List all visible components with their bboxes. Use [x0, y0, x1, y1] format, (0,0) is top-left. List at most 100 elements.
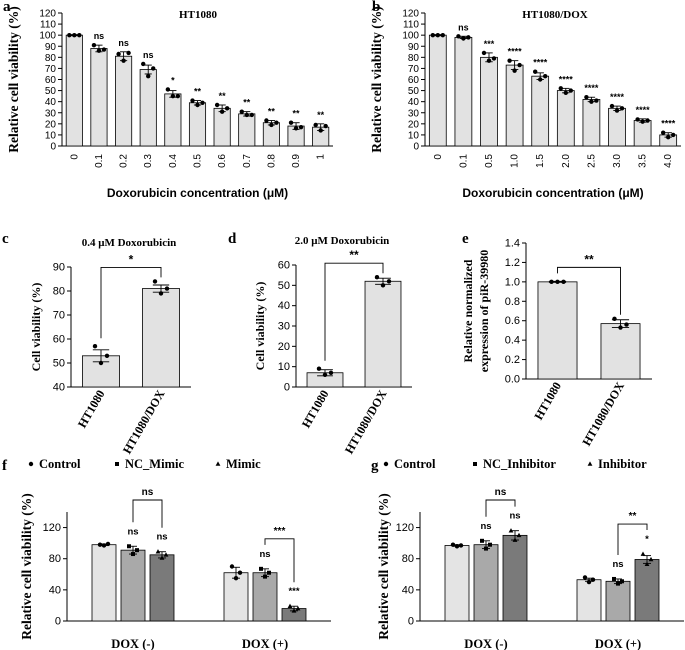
data-point — [648, 556, 654, 562]
x-tick-label: 1.5 — [535, 154, 546, 168]
legend-marker — [28, 461, 34, 467]
y-tick-label: 60 — [408, 75, 420, 86]
significance-label: ** — [194, 87, 202, 97]
data-point — [323, 123, 328, 129]
bar — [139, 69, 157, 147]
chart-title: 2.0 μM Doxorubicin — [295, 235, 390, 247]
data-point — [612, 316, 617, 321]
data-point — [620, 579, 624, 584]
data-point — [614, 108, 620, 113]
bar — [65, 34, 83, 147]
data-point — [322, 372, 328, 377]
data-point — [619, 106, 625, 111]
x-tick-label: 0.9 — [291, 154, 302, 168]
y-tick-label: 0 — [413, 142, 419, 153]
data-point — [229, 564, 235, 569]
data-point — [269, 122, 274, 128]
y-tick-label: 110 — [403, 20, 419, 31]
y-tick-label: 90 — [45, 42, 57, 53]
y-tick-label: 40 — [408, 97, 420, 108]
y-tick-label: 70 — [45, 64, 57, 75]
bar — [364, 280, 402, 388]
legend: Control NC_Mimic Mimic — [28, 457, 261, 471]
x-tick-label: 2.0 — [561, 154, 572, 168]
y-tick-label: 70 — [53, 310, 65, 322]
significance-label: ns — [142, 487, 154, 498]
x-tick-label: HT1080 — [299, 388, 332, 431]
data-point — [380, 283, 386, 288]
panel-c: 40 50 60 70 80 90 Cell viability (%) 0.4 μM Dox… — [29, 237, 191, 456]
data-point — [568, 88, 573, 93]
data-point — [313, 122, 318, 128]
data-point — [67, 32, 72, 38]
y-tick-label: 60 — [278, 260, 290, 272]
data-point — [98, 360, 104, 366]
x-tick-label: HT1080/DOX — [342, 387, 390, 456]
data-point — [291, 608, 297, 613]
data-point — [158, 291, 164, 296]
bar — [582, 99, 601, 147]
y-tick-label: 60 — [45, 75, 57, 86]
data-point — [165, 87, 171, 92]
panel-label-a: a — [3, 0, 11, 15]
data-point — [151, 66, 156, 71]
data-point — [507, 58, 512, 63]
x-tick-label: DOX (+) — [242, 637, 288, 650]
y-tick-label: 120 — [402, 9, 419, 20]
y-tick-label: 20 — [278, 341, 290, 353]
x-tick-label: 0.1 — [458, 154, 469, 168]
bar — [213, 107, 231, 147]
data-point — [219, 109, 225, 114]
data-point — [237, 570, 243, 575]
panel-label-b: b — [372, 0, 380, 15]
y-tick-label: 120 — [39, 9, 56, 20]
bar — [454, 36, 473, 147]
y-tick-label: 0 — [284, 382, 290, 394]
y-tick-label: 80 — [49, 553, 61, 565]
x-tick-label: DOX (+) — [595, 637, 641, 650]
data-point — [295, 605, 301, 611]
significance-label: **** — [610, 92, 625, 102]
data-point — [484, 546, 488, 551]
x-tick-label: 4.0 — [663, 154, 674, 168]
data-point — [214, 102, 220, 108]
data-point — [77, 32, 82, 38]
data-point — [624, 322, 629, 327]
y-tick-label: 80 — [45, 53, 57, 64]
x-tick-label: HT1080/DOX — [120, 387, 168, 456]
data-point — [126, 50, 131, 56]
significance-label: **** — [661, 119, 676, 129]
x-tick-label: 3.5 — [638, 154, 649, 168]
y-tick-label: 120 — [396, 522, 414, 534]
y-tick-label: 50 — [53, 358, 65, 370]
x-tick-label: 0.5 — [193, 154, 204, 168]
bar — [238, 113, 256, 147]
data-point — [590, 577, 596, 582]
legend-marker — [115, 462, 119, 466]
legend-marker — [473, 462, 477, 466]
data-point — [516, 532, 522, 538]
y-tick-label: 100 — [402, 31, 419, 42]
significance-label: ns — [156, 532, 167, 543]
panel-e: 0.0 0.2 0.4 0.6 0.8 1.0 1.2 1.4 Relative normali… — [461, 238, 652, 448]
data-point — [163, 552, 169, 557]
data-point — [481, 50, 487, 56]
data-point — [127, 544, 131, 549]
data-point — [508, 528, 514, 533]
x-tick-label: 0 — [433, 154, 444, 160]
panel-label-c: c — [2, 231, 9, 247]
bar — [556, 90, 575, 147]
x-tick-label: 0.6 — [217, 154, 228, 168]
data-point — [97, 542, 103, 547]
bar — [633, 120, 652, 147]
data-point — [488, 542, 492, 547]
data-point — [486, 58, 492, 63]
bar — [505, 64, 524, 147]
data-point — [512, 537, 518, 542]
data-point — [72, 32, 77, 38]
data-point — [175, 93, 181, 99]
y-tick-label: 20 — [45, 119, 57, 130]
significance-bracket — [264, 538, 295, 583]
